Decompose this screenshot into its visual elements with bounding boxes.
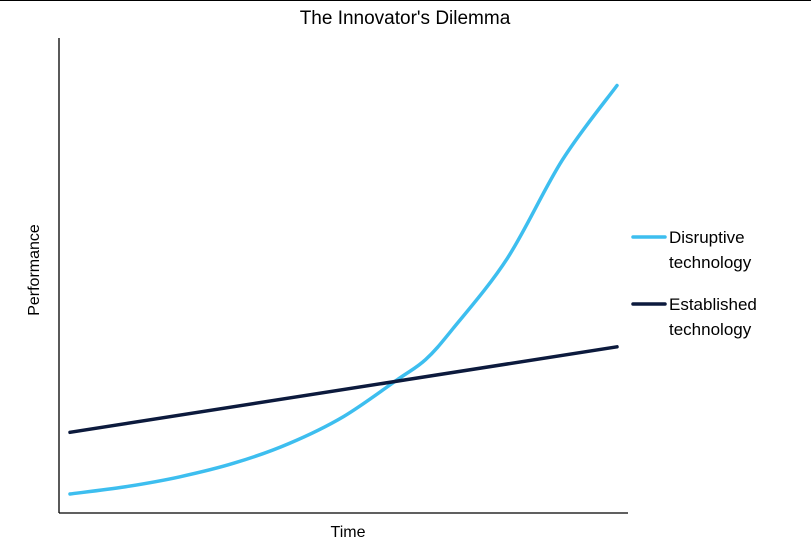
series-line-established [68,345,619,435]
legend-label-0-1: technology [669,253,752,272]
chart-title: The Innovator's Dilemma [300,8,511,29]
legend: Disruptive technology Established technolog… [631,228,757,339]
series-layer [68,83,619,496]
top-border [0,0,811,1]
x-axis-label: Time [331,524,366,540]
series-line-disruptive [68,83,619,496]
y-axis-label: Performance [26,224,43,316]
legend-label-1-0: Established [669,295,757,314]
legend-label-1-1: technology [669,320,752,339]
legend-label-0-0: Disruptive [669,228,745,247]
